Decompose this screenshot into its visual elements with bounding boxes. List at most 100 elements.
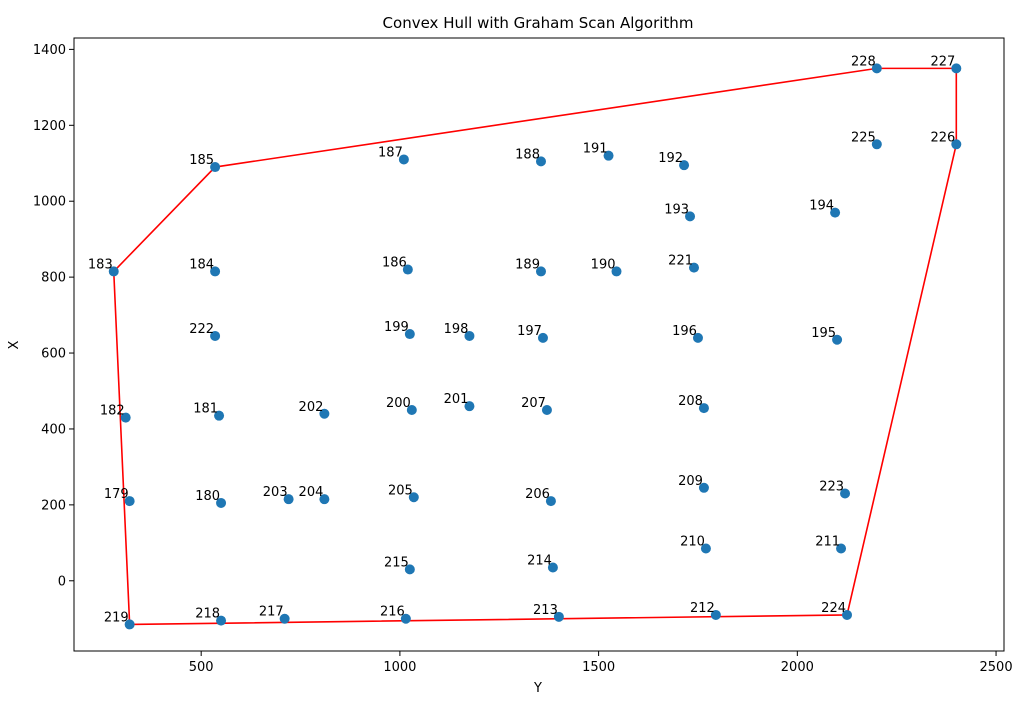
point-223 — [840, 488, 851, 499]
point-label-189: 189 — [515, 257, 540, 272]
point-label-179: 179 — [104, 487, 129, 502]
point-188 — [535, 156, 546, 167]
hull-layer — [112, 67, 958, 626]
point-label-196: 196 — [672, 324, 697, 339]
labels-layer: 179 180 181 182 183 184 185 186 187 188 189 190 191 1… — [88, 54, 955, 625]
point-211 — [836, 543, 847, 554]
point-180 — [216, 497, 227, 508]
point-213 — [553, 611, 564, 622]
point-194 — [830, 207, 841, 218]
x-tick-label: 2500 — [980, 660, 1013, 675]
hull-line — [112, 67, 958, 626]
point-label-191: 191 — [583, 142, 608, 157]
point-186 — [402, 264, 413, 275]
axes-layer: 500 1000 1500 2000 2500 0 200 400 600 800 1000 1200… — [33, 37, 1013, 675]
point-label-218: 218 — [195, 607, 220, 622]
y-tick-label: 200 — [41, 498, 66, 513]
point-207 — [541, 404, 552, 415]
point-190 — [611, 266, 622, 277]
point-label-227: 227 — [930, 54, 955, 69]
point-label-185: 185 — [189, 153, 214, 168]
x-axis-title: Y — [533, 681, 542, 696]
point-label-219: 219 — [104, 610, 129, 625]
point-221 — [689, 262, 699, 273]
point-label-209: 209 — [678, 474, 703, 489]
point-label-194: 194 — [809, 199, 834, 214]
point-192 — [679, 160, 690, 171]
point-label-202: 202 — [299, 400, 324, 415]
point-label-195: 195 — [811, 326, 836, 341]
y-tick-label: 600 — [41, 347, 66, 362]
point-label-224: 224 — [821, 601, 846, 616]
point-228 — [871, 63, 882, 74]
point-label-184: 184 — [189, 257, 214, 272]
x-tick-label: 500 — [189, 660, 214, 675]
point-label-182: 182 — [100, 404, 125, 419]
point-198 — [464, 330, 475, 341]
point-218 — [216, 615, 227, 626]
point-182 — [120, 412, 131, 423]
point-label-208: 208 — [678, 394, 703, 409]
point-204 — [319, 494, 330, 505]
y-tick-label: 400 — [41, 422, 66, 437]
point-201 — [464, 401, 475, 412]
point-label-180: 180 — [195, 489, 220, 504]
point-205 — [408, 492, 419, 503]
point-227 — [951, 63, 962, 74]
point-195 — [832, 334, 843, 345]
point-label-217: 217 — [259, 605, 284, 620]
point-209 — [698, 482, 709, 493]
point-label-213: 213 — [533, 603, 558, 618]
y-axis-title: X — [7, 340, 22, 349]
point-210 — [700, 543, 711, 554]
point-label-198: 198 — [444, 322, 469, 337]
point-label-199: 199 — [384, 320, 409, 335]
point-226 — [951, 139, 962, 150]
point-212 — [710, 609, 721, 620]
point-label-192: 192 — [658, 151, 683, 166]
point-label-205: 205 — [388, 483, 413, 498]
point-187 — [398, 154, 409, 165]
point-label-216: 216 — [380, 605, 405, 620]
point-225 — [871, 139, 882, 150]
point-216 — [400, 613, 411, 624]
point-206 — [545, 496, 556, 507]
point-196 — [692, 332, 703, 343]
point-label-221: 221 — [668, 254, 693, 269]
y-tick-label: 0 — [58, 574, 66, 589]
point-label-188: 188 — [515, 147, 540, 162]
point-label-211: 211 — [815, 535, 840, 550]
point-label-197: 197 — [517, 324, 542, 339]
point-label-186: 186 — [382, 256, 407, 271]
point-label-222: 222 — [189, 322, 214, 337]
point-label-201: 201 — [444, 392, 469, 407]
point-label-223: 223 — [819, 479, 844, 494]
point-202 — [319, 408, 330, 419]
point-label-193: 193 — [664, 202, 689, 217]
point-label-181: 181 — [193, 402, 218, 417]
point-214 — [547, 562, 558, 573]
point-label-206: 206 — [525, 487, 550, 502]
plot-area: 179 180 181 182 183 184 185 186 187 188 189 190 191 1… — [88, 54, 962, 630]
point-label-204: 204 — [299, 485, 324, 500]
point-181 — [214, 410, 225, 421]
y-tick-label: 800 — [41, 271, 66, 286]
point-label-183: 183 — [88, 257, 113, 272]
point-215 — [404, 564, 415, 575]
point-label-203: 203 — [263, 485, 288, 500]
x-tick-label: 1000 — [383, 660, 416, 675]
y-tick-label: 1400 — [33, 43, 66, 58]
point-183 — [108, 266, 119, 277]
point-203 — [283, 494, 294, 505]
plot-frame — [73, 37, 1005, 652]
point-189 — [535, 266, 546, 277]
point-219 — [124, 619, 135, 630]
point-193 — [685, 211, 696, 222]
x-tick-label: 2000 — [781, 660, 814, 675]
point-label-200: 200 — [386, 396, 411, 411]
point-224 — [842, 609, 853, 620]
point-197 — [537, 332, 548, 343]
point-label-215: 215 — [384, 555, 409, 570]
point-217 — [279, 613, 290, 624]
point-label-210: 210 — [680, 535, 705, 550]
